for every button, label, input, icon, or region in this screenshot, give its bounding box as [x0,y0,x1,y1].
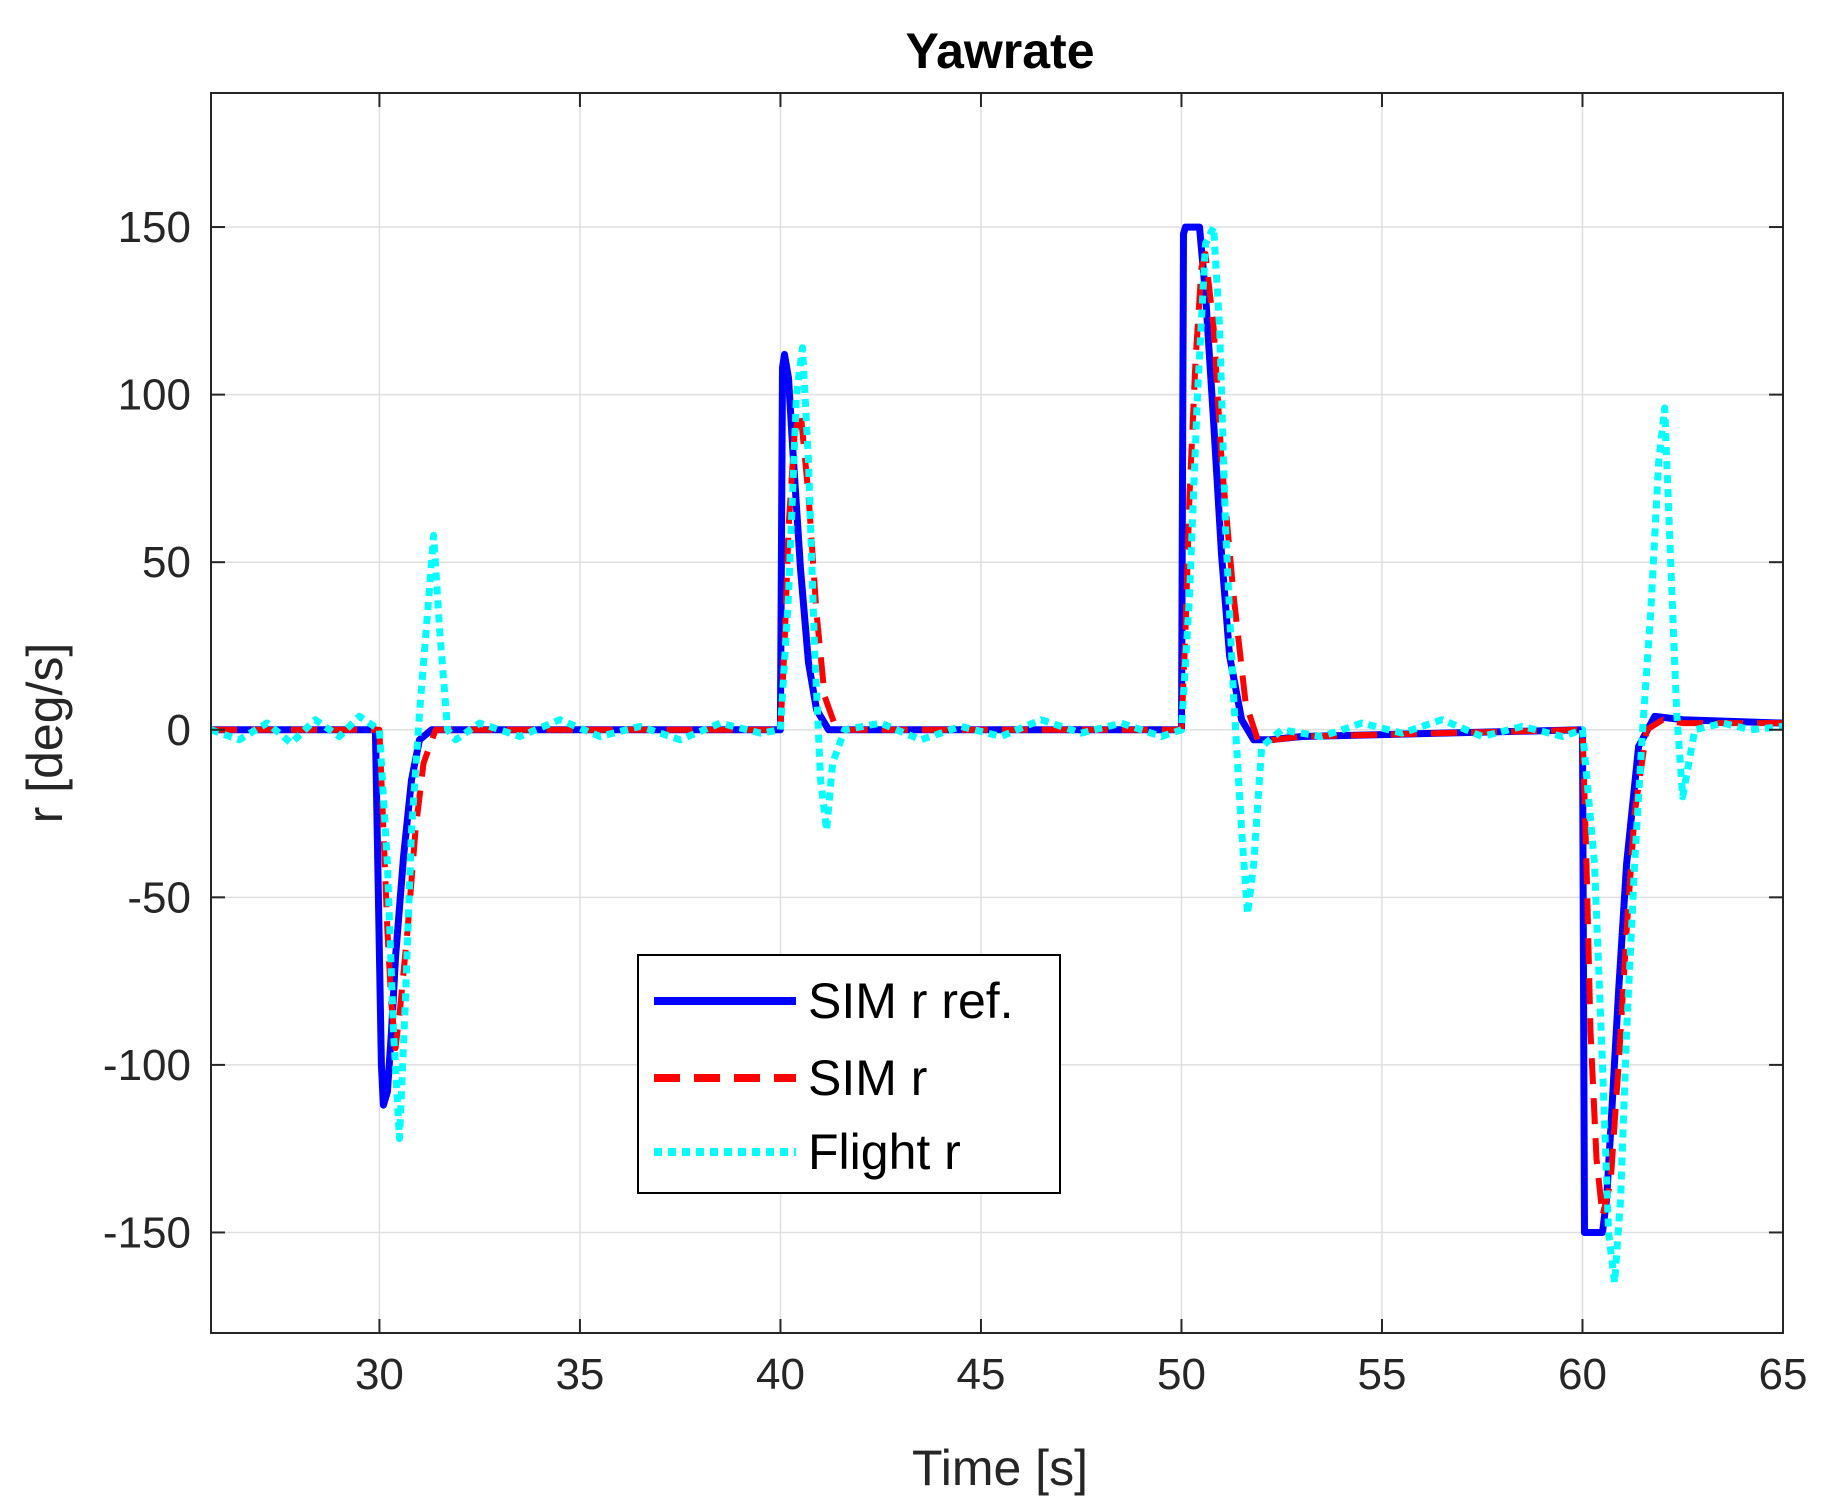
y-tick-label: 0 [167,706,191,755]
y-axis-label: r [deg/s] [17,643,73,824]
y-tick-label: -100 [103,1041,191,1090]
x-tick-label: 60 [1558,1350,1607,1399]
x-axis-label: Time [s] [912,1440,1088,1496]
x-tick-label: 55 [1358,1350,1407,1399]
y-tick-label: 150 [118,203,191,252]
legend-label-sim-r: SIM r [808,1050,927,1106]
series-line-flight-r [209,223,1784,1287]
y-tick-labels: -150 -100 -50 0 50 100 150 [103,203,191,1257]
axes-box [210,92,1784,1334]
x-tick-label: 45 [956,1350,1005,1399]
chart-title: Yawrate [905,23,1094,79]
legend-label-sim-r-ref: SIM r ref. [808,973,1014,1029]
x-tick-label: 40 [756,1350,805,1399]
series-lines [209,223,1784,1287]
y-tick-label: 50 [142,538,191,587]
x-tick-label: 65 [1759,1350,1808,1399]
tick-marks [211,93,1784,1333]
y-tick-label: 100 [118,371,191,420]
x-tick-label: 50 [1157,1350,1206,1399]
legend: SIM r ref. SIM r Flight r [637,954,1061,1194]
legend-label-flight-r: Flight r [808,1124,961,1180]
series-line-sim-r [211,250,1783,1219]
y-tick-label: -150 [103,1208,191,1257]
x-tick-label: 35 [555,1350,604,1399]
x-tick-labels: 30 35 40 45 50 55 60 65 [355,1350,1808,1399]
x-tick-label: 30 [355,1350,404,1399]
y-tick-label: -50 [127,873,191,922]
